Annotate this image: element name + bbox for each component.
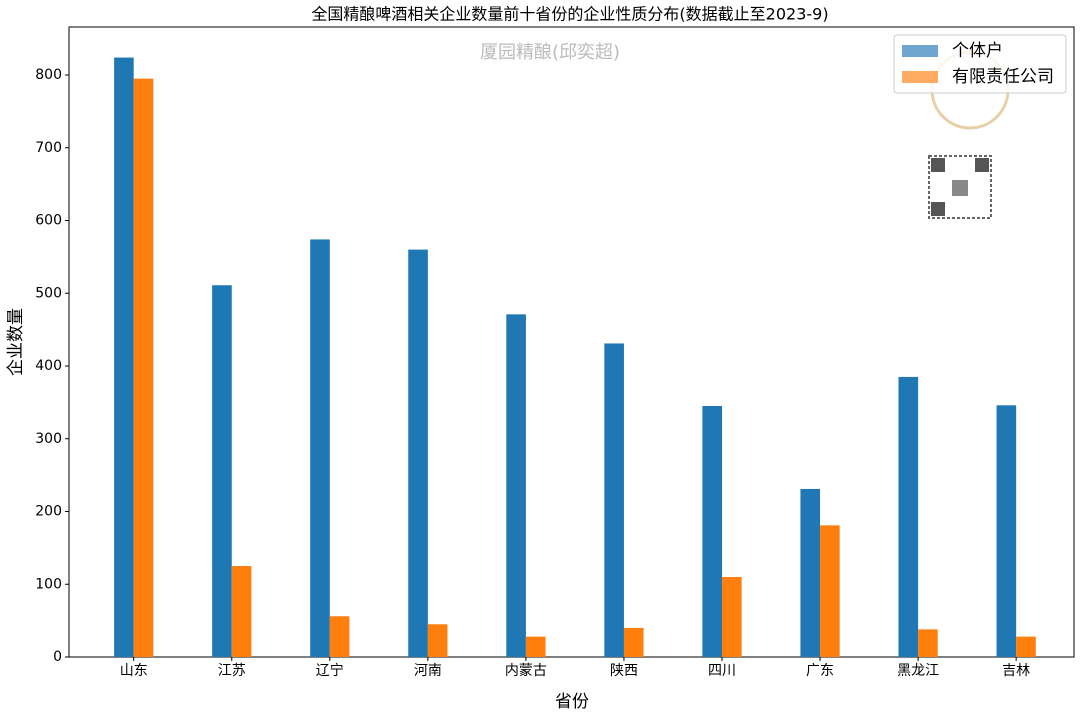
legend-label: 有限责任公司	[952, 67, 1054, 87]
bar	[918, 629, 938, 657]
bar	[310, 239, 330, 658]
y-tick-label: 400	[35, 358, 62, 374]
x-tick-label: 吉林	[1002, 663, 1030, 679]
x-axis-label: 省份	[555, 692, 589, 712]
bar	[898, 376, 919, 657]
bar	[820, 525, 840, 657]
bar	[800, 488, 821, 657]
y-tick-label: 200	[35, 504, 62, 520]
y-tick-label: 500	[35, 285, 62, 301]
y-tick-label: 600	[35, 213, 62, 229]
y-tick-label: 0	[53, 649, 62, 665]
legend-swatch	[902, 71, 938, 83]
x-tick-label: 江苏	[218, 663, 246, 679]
x-tick-label: 广东	[806, 663, 834, 679]
x-tick-label: 陕西	[610, 663, 638, 679]
x-tick-label: 河南	[414, 663, 442, 679]
bar	[1016, 636, 1036, 657]
bar	[133, 78, 154, 658]
y-axis-label: 企业数量	[6, 308, 26, 376]
x-tick-label: 内蒙古	[505, 663, 547, 679]
y-tick-label: 700	[35, 140, 62, 156]
x-tick-label: 山东	[120, 663, 148, 679]
bar	[231, 566, 252, 657]
bar	[427, 624, 448, 657]
bar	[114, 57, 134, 658]
bar	[996, 405, 1017, 657]
y-tick-label: 300	[35, 431, 62, 447]
watermark: 厦园精酿(邱奕超)	[480, 42, 620, 63]
bar	[525, 636, 546, 657]
bar	[604, 343, 624, 657]
legend-label: 个体户	[952, 41, 1003, 61]
bar	[506, 314, 526, 657]
bar	[212, 285, 232, 657]
chart-title: 全国精酿啤酒相关企业数量前十省份的企业性质分布(数据截止至2023-9)	[311, 5, 828, 24]
x-tick-label: 四川	[708, 663, 736, 679]
y-tick-label: 800	[35, 67, 62, 83]
bar	[702, 406, 723, 657]
plot-frame	[68, 26, 1075, 658]
bar	[722, 576, 742, 657]
x-tick-label: 黑龙江	[897, 663, 939, 679]
legend-swatch	[902, 45, 938, 57]
bar	[408, 249, 428, 658]
qr-code	[928, 155, 992, 219]
y-tick-label: 100	[35, 576, 62, 592]
x-tick-label: 辽宁	[316, 662, 344, 679]
bar	[623, 627, 644, 657]
bar	[329, 616, 350, 657]
